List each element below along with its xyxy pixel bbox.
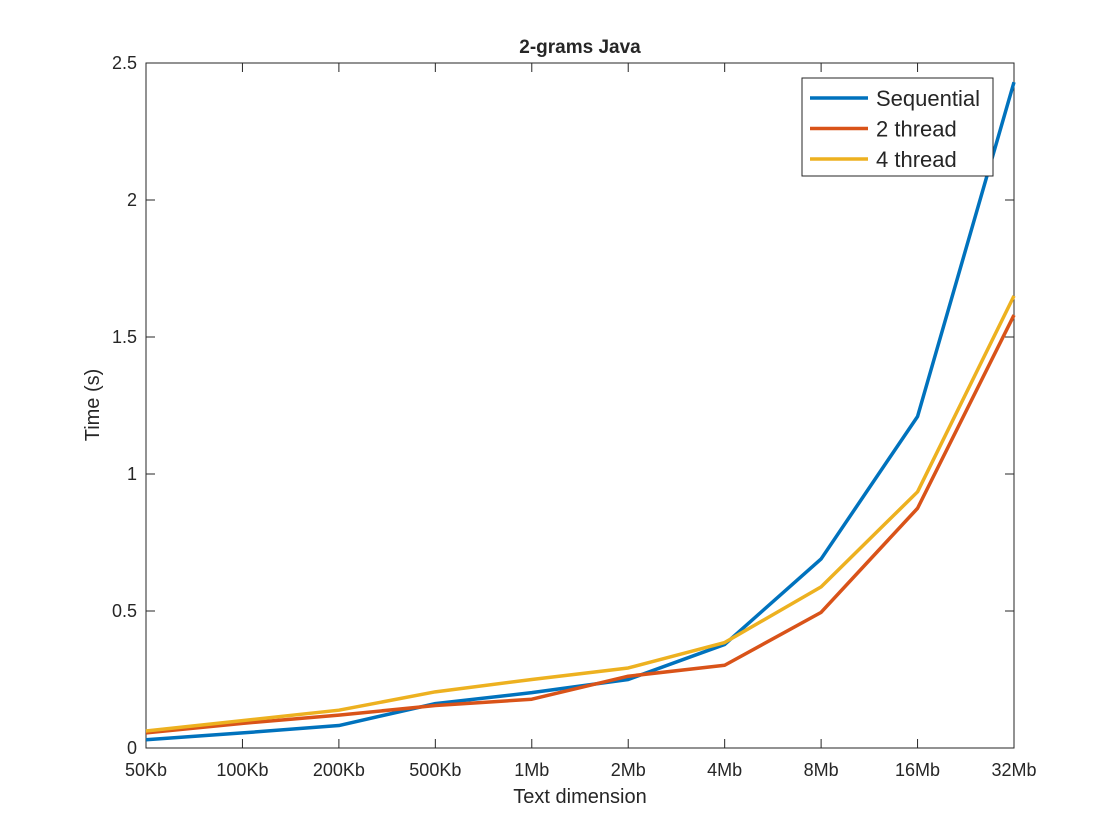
x-tick-label: 4Mb — [707, 760, 742, 780]
x-tick-label: 16Mb — [895, 760, 940, 780]
x-tick-label: 32Mb — [991, 760, 1036, 780]
x-tick-label: 2Mb — [611, 760, 646, 780]
legend-label: 2 thread — [876, 117, 957, 142]
chart-title: 2-grams Java — [519, 37, 641, 58]
plot-area — [145, 62, 1015, 749]
x-axis: 50Kb 100Kb 200Kb 500Kb 1Mb 2Mb 4Mb 8Mb 16Mb 32Mb — [125, 63, 1037, 780]
y-tick-label: 0.5 — [112, 601, 137, 621]
x-tick-label: 50Kb — [125, 760, 167, 780]
series-line-4-thread — [145, 295, 1016, 733]
y-tick-label: 2.5 — [112, 53, 137, 73]
y-tick-label: 1.5 — [112, 327, 137, 347]
x-tick-label: 500Kb — [409, 760, 461, 780]
y-axis: 0 0.5 1 1.5 2 2.5 — [112, 53, 1014, 758]
y-tick-label: 0 — [127, 738, 137, 758]
x-tick-label: 200Kb — [313, 760, 365, 780]
legend[interactable]: Sequential 2 thread 4 thread — [801, 77, 994, 177]
x-axis-label: Text dimension — [513, 786, 646, 808]
y-tick-label: 1 — [127, 464, 137, 484]
x-tick-label: 8Mb — [804, 760, 839, 780]
series-lines — [145, 81, 1016, 742]
legend-label: Sequential — [876, 86, 980, 111]
legend-label: 4 thread — [876, 147, 957, 172]
y-tick-label: 2 — [127, 190, 137, 210]
x-tick-label: 1Mb — [514, 760, 549, 780]
series-line-2-thread — [145, 314, 1016, 735]
x-tick-label: 100Kb — [216, 760, 268, 780]
y-axis-label: Time (s) — [82, 369, 104, 442]
